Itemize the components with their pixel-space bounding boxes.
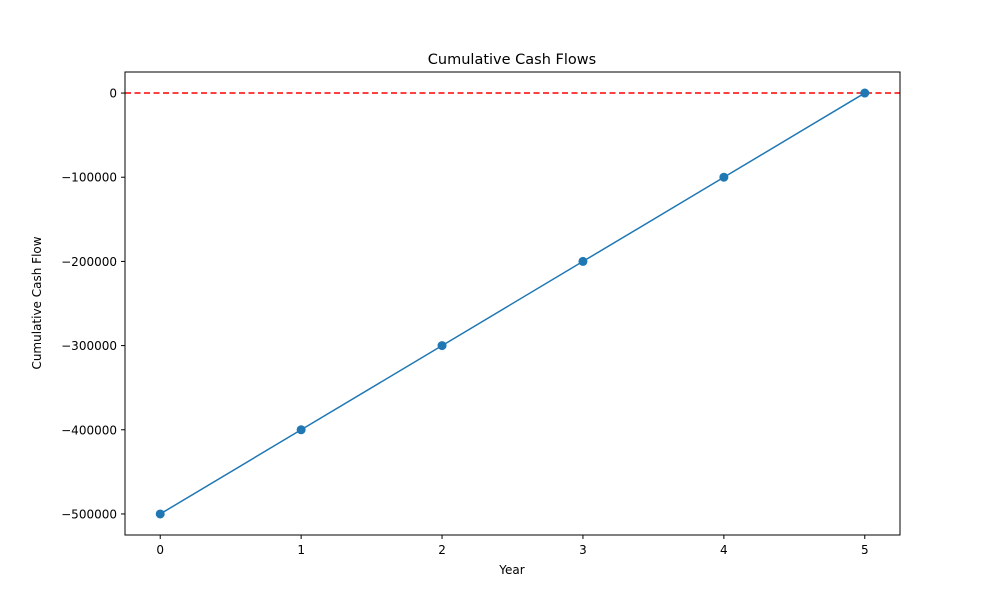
- y-tick-label: −300000: [61, 339, 117, 353]
- data-point-0: [155, 509, 165, 519]
- data-point-1: [296, 425, 306, 435]
- x-tick-label: 4: [720, 543, 728, 557]
- chart-title: Cumulative Cash Flows: [428, 52, 596, 68]
- x-tick-label: 1: [297, 543, 305, 557]
- x-tick-label: 3: [579, 543, 587, 557]
- y-tick-label: −200000: [61, 255, 117, 269]
- x-axis-label: Year: [498, 563, 524, 577]
- x-tick-label: 5: [861, 543, 869, 557]
- data-point-3: [578, 256, 588, 266]
- data-point-2: [437, 341, 447, 351]
- x-tick-label: 0: [156, 543, 164, 557]
- y-tick-label: −400000: [61, 423, 117, 437]
- data-point-4: [719, 172, 729, 182]
- series-line: [159, 92, 866, 515]
- x-tick-label: 2: [438, 543, 446, 557]
- y-axis-label: Cumulative Cash Flow: [30, 236, 44, 369]
- y-tick-label: −500000: [61, 507, 117, 521]
- plot-area: [124, 71, 901, 536]
- y-tick-label: 0: [109, 87, 117, 101]
- plot-frame: [124, 71, 901, 536]
- data-point-5: [860, 88, 870, 98]
- y-tick-label: −100000: [61, 171, 117, 185]
- axis-ticks: 0 1 2 3 4 5 0 −100000 −200000 −300000 −400000 −5000…: [61, 87, 868, 557]
